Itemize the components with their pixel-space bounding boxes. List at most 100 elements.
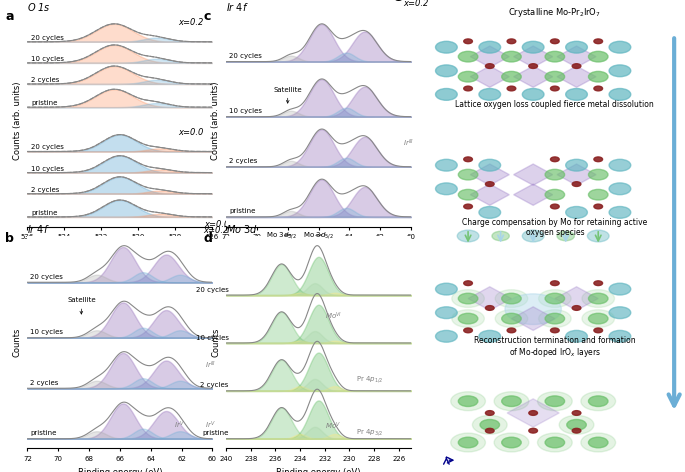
Circle shape — [594, 281, 603, 286]
Circle shape — [507, 39, 516, 43]
Polygon shape — [555, 287, 598, 311]
Circle shape — [479, 330, 501, 342]
Text: Ir$^{III}$: Ir$^{III}$ — [403, 138, 414, 149]
Circle shape — [594, 39, 603, 43]
Text: Satellite: Satellite — [273, 87, 302, 103]
Circle shape — [486, 64, 494, 68]
Circle shape — [582, 290, 614, 307]
Circle shape — [566, 89, 587, 100]
Text: d: d — [204, 232, 213, 245]
Y-axis label: Counts (arb. units): Counts (arb. units) — [212, 81, 221, 160]
Text: 20 cycles: 20 cycles — [196, 287, 229, 293]
Y-axis label: Counts: Counts — [13, 328, 22, 357]
Circle shape — [551, 39, 559, 43]
Text: pristine: pristine — [229, 209, 256, 214]
Circle shape — [545, 313, 564, 324]
Circle shape — [436, 89, 458, 100]
Circle shape — [464, 157, 473, 161]
Polygon shape — [470, 184, 509, 205]
Circle shape — [572, 64, 581, 68]
Text: pristine: pristine — [31, 430, 57, 436]
Text: of Mo-doped IrO$_x$ layers: of Mo-doped IrO$_x$ layers — [509, 346, 601, 359]
Circle shape — [581, 392, 616, 411]
Circle shape — [557, 231, 574, 241]
Circle shape — [538, 433, 572, 452]
Circle shape — [458, 313, 478, 324]
Circle shape — [594, 86, 603, 91]
Circle shape — [479, 42, 501, 53]
Circle shape — [588, 189, 608, 200]
Text: e: e — [393, 0, 402, 4]
Text: Pr $4p_{1/2}$: Pr $4p_{1/2}$ — [356, 374, 383, 385]
Circle shape — [588, 230, 609, 242]
Text: Ir$^{III}$: Ir$^{III}$ — [205, 359, 216, 371]
Circle shape — [545, 396, 564, 406]
Text: Lattice oxygen loss coupled fierce metal dissolution: Lattice oxygen loss coupled fierce metal… — [456, 100, 654, 110]
Circle shape — [609, 65, 631, 76]
Text: pristine: pristine — [31, 210, 58, 216]
Text: Ir$^{V}$: Ir$^{V}$ — [205, 420, 215, 431]
Circle shape — [551, 281, 559, 286]
Circle shape — [492, 231, 509, 241]
Circle shape — [501, 396, 521, 406]
Text: Charge compensation by Mo for retaining active: Charge compensation by Mo for retaining … — [462, 218, 647, 228]
Circle shape — [538, 290, 571, 307]
Polygon shape — [557, 46, 596, 67]
X-axis label: Binding Energy (eV): Binding Energy (eV) — [276, 246, 361, 255]
Circle shape — [501, 71, 521, 82]
Polygon shape — [557, 66, 596, 87]
Polygon shape — [507, 399, 559, 427]
Polygon shape — [470, 164, 509, 185]
Circle shape — [436, 159, 458, 171]
Circle shape — [507, 86, 516, 91]
Circle shape — [566, 42, 587, 53]
Circle shape — [436, 307, 458, 319]
Text: Mo $3d_{3/2}$: Mo $3d_{3/2}$ — [266, 231, 297, 241]
Circle shape — [501, 293, 521, 304]
Y-axis label: Counts (arb. units): Counts (arb. units) — [13, 81, 22, 160]
Polygon shape — [470, 46, 509, 67]
Circle shape — [529, 411, 538, 415]
Text: 10 cycles: 10 cycles — [31, 329, 64, 335]
Text: Pr $4p_{3/2}$: Pr $4p_{3/2}$ — [356, 427, 383, 438]
Circle shape — [588, 293, 608, 304]
Circle shape — [507, 328, 516, 333]
Text: 20 cycles: 20 cycles — [31, 274, 63, 280]
Circle shape — [501, 51, 521, 62]
Circle shape — [452, 290, 484, 307]
Text: 2 cycles: 2 cycles — [200, 382, 229, 388]
Circle shape — [458, 169, 478, 180]
Text: x=0.2: x=0.2 — [403, 0, 429, 8]
Circle shape — [464, 281, 473, 286]
Circle shape — [551, 157, 559, 161]
Text: 20 cycles: 20 cycles — [229, 53, 262, 59]
Circle shape — [486, 306, 494, 311]
Circle shape — [609, 42, 631, 53]
Circle shape — [588, 313, 608, 324]
Circle shape — [545, 71, 564, 82]
Text: pristine: pristine — [202, 430, 229, 436]
Polygon shape — [514, 66, 553, 87]
Text: Mo $3d$: Mo $3d$ — [226, 223, 258, 235]
Text: 2 cycles: 2 cycles — [31, 186, 60, 193]
Text: Crystalline Mo-Pr$_2$IrO$_7$: Crystalline Mo-Pr$_2$IrO$_7$ — [508, 6, 601, 19]
Text: Ir $4f_{5/2}$: Ir $4f_{5/2}$ — [0, 471, 1, 472]
Circle shape — [436, 283, 458, 295]
Text: x=0.0: x=0.0 — [205, 220, 230, 229]
Circle shape — [581, 433, 616, 452]
Text: 2 cycles: 2 cycles — [31, 77, 60, 83]
Text: Ir $4f_{5/2}$: Ir $4f_{5/2}$ — [0, 471, 1, 472]
Text: 10 cycles: 10 cycles — [31, 166, 64, 171]
Text: x=0.2: x=0.2 — [203, 226, 229, 235]
Circle shape — [609, 183, 631, 194]
Circle shape — [451, 433, 486, 452]
Text: Ir $4f_{7/2}$: Ir $4f_{7/2}$ — [0, 471, 1, 472]
Text: 2 cycles: 2 cycles — [229, 158, 258, 164]
Text: 10 cycles: 10 cycles — [195, 335, 229, 341]
Circle shape — [436, 183, 458, 194]
Circle shape — [538, 310, 571, 328]
Circle shape — [566, 207, 587, 218]
Circle shape — [486, 411, 494, 415]
Text: Reconstruction termination and formation: Reconstruction termination and formation — [474, 336, 636, 346]
Circle shape — [588, 169, 608, 180]
